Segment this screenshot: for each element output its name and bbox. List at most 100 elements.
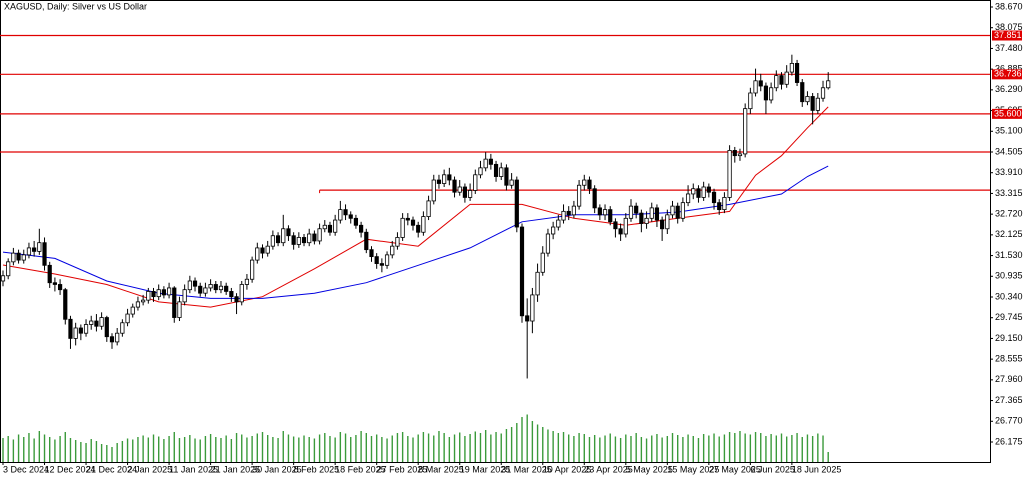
candle-body	[369, 249, 374, 258]
candle-body	[89, 320, 94, 325]
candle-body	[390, 245, 395, 256]
candle-body	[566, 210, 571, 216]
candle-body	[743, 108, 748, 155]
candle-body	[405, 217, 410, 221]
x-tick-label: 27 May 2025	[709, 464, 761, 474]
candle-body	[208, 284, 213, 289]
candle-body	[680, 202, 685, 219]
candle-body	[224, 285, 229, 292]
y-tick-label: 35.100	[995, 126, 1023, 136]
candle-body	[820, 87, 826, 99]
candle-body	[307, 233, 312, 244]
candle-body	[192, 280, 198, 287]
candle-body	[213, 284, 218, 291]
candle-body	[244, 278, 250, 285]
plot-frame	[0, 0, 991, 463]
candle-body	[234, 296, 239, 303]
candle-body	[561, 210, 566, 221]
y-tick-label: 33.910	[995, 167, 1023, 177]
x-tick-label: 12 Dec 2024	[45, 464, 96, 474]
candle-body	[322, 224, 327, 230]
candle-body	[281, 228, 286, 244]
candle-body	[296, 237, 301, 245]
y-tick-label: 32.125	[995, 229, 1023, 239]
candle-body	[21, 254, 26, 261]
candle-body	[260, 247, 265, 254]
candle-body	[187, 280, 192, 291]
candle-body	[0, 275, 6, 282]
level-label-box	[992, 30, 1022, 41]
candle-body	[68, 318, 73, 339]
y-tick-label: 29.745	[995, 312, 1023, 322]
candle-body	[535, 271, 540, 296]
x-tick-label: 19 Mar 2025	[460, 464, 511, 474]
x-tick-label: 2 Jan 2025	[128, 464, 173, 474]
candle-body	[737, 153, 743, 157]
candle-body	[327, 224, 333, 233]
y-tick-label: 26.770	[995, 416, 1023, 426]
candle-body	[400, 217, 405, 238]
candle-body	[779, 75, 784, 85]
y-tick-label: 37.480	[995, 43, 1023, 53]
candle-body	[99, 317, 104, 327]
candle-body	[769, 87, 774, 101]
candle-body	[431, 179, 436, 202]
candle-body	[104, 317, 109, 338]
candle-body	[151, 291, 156, 298]
level-label-box	[992, 108, 1022, 119]
candle-body	[301, 237, 307, 244]
x-tick-label: 18 Feb 2025	[335, 464, 386, 474]
candle-body	[109, 336, 115, 343]
candle-body	[810, 96, 815, 111]
candle-body	[447, 174, 452, 181]
candle-body	[16, 252, 21, 261]
candle-body	[608, 209, 613, 223]
candle-body	[571, 205, 577, 216]
y-tick-label: 30.935	[995, 271, 1023, 281]
candle-body	[639, 212, 644, 224]
candle-body	[784, 71, 789, 85]
candle-body	[711, 191, 717, 204]
candle-body	[815, 97, 820, 111]
candle-body	[353, 217, 359, 226]
candle-body	[717, 202, 722, 211]
candle-body	[11, 252, 16, 263]
candle-body	[198, 285, 203, 294]
candle-body	[374, 256, 379, 264]
candle-body	[125, 313, 130, 324]
candle-body	[794, 62, 800, 83]
candle-body	[530, 294, 535, 322]
candle-body	[628, 205, 634, 219]
candle-body	[26, 247, 32, 256]
candle-body	[457, 186, 462, 193]
candle-body	[551, 226, 556, 235]
candle-body	[763, 85, 769, 101]
candle-body	[493, 163, 499, 177]
candle-body	[478, 167, 483, 176]
candle-body	[748, 92, 753, 110]
candle-body	[115, 332, 120, 343]
candle-body	[587, 179, 592, 190]
candle-body	[317, 228, 322, 242]
candle-body	[384, 254, 390, 266]
candle-body	[94, 320, 99, 327]
x-tick-label: 3 Dec 2024	[3, 464, 49, 474]
candle-body	[654, 207, 660, 221]
candle-body	[462, 186, 468, 198]
y-tick-label: 26.175	[995, 436, 1023, 446]
candle-body	[685, 193, 691, 204]
level-label: 37.851	[994, 30, 1022, 40]
candle-body	[410, 219, 416, 226]
candle-body	[675, 205, 680, 219]
candle-body	[52, 282, 58, 285]
x-tick-label: 30 Jan 2025	[252, 464, 302, 474]
y-tick-label: 38.670	[995, 1, 1023, 11]
candle-body	[333, 219, 338, 233]
candle-body	[623, 217, 628, 235]
candle-body	[255, 247, 260, 261]
candle-body	[359, 224, 364, 233]
candle-body	[753, 80, 758, 94]
candle-body	[613, 221, 618, 230]
